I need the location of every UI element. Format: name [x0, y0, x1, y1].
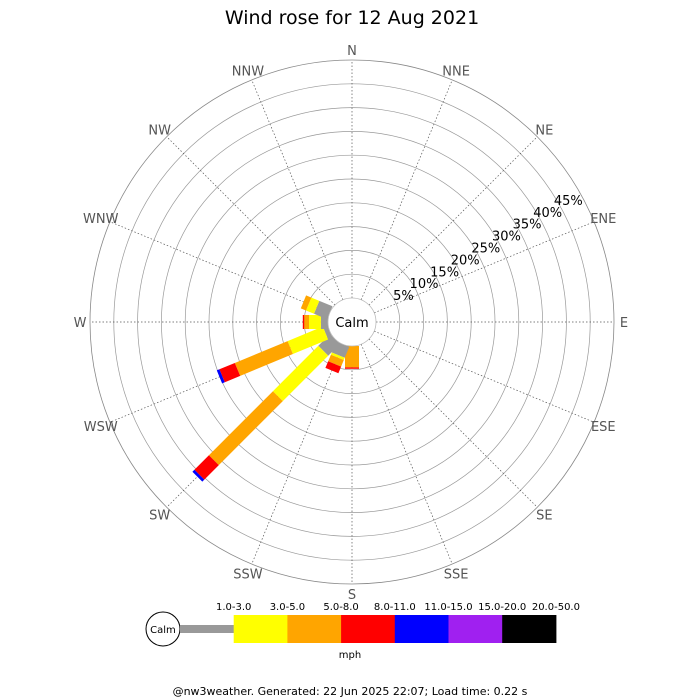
petal-s-bin-2 — [345, 346, 359, 368]
chart-title: Wind rose for 12 Aug 2021 — [225, 7, 479, 29]
direction-label-nne: NNE — [442, 65, 470, 80]
petal-s-bin-3 — [345, 367, 359, 369]
legend-swatch-1 — [233, 615, 288, 643]
petal-ssw-bin-3 — [325, 361, 342, 374]
legend-swatch-4 — [394, 615, 449, 643]
petal-wsw-bin-2 — [234, 341, 293, 376]
petal-w-bin-2 — [304, 315, 309, 329]
calm-circle: Calm — [327, 297, 377, 347]
footer-text: @nw3weather. Generated: 22 Jun 2025 22:0… — [173, 685, 528, 698]
petal-sw-bin-4 — [192, 469, 205, 482]
legend-calm-label: Calm — [150, 625, 176, 636]
ring-label-30: 30% — [492, 230, 521, 245]
petal-sw-bin-1 — [272, 345, 329, 402]
ring-label-20: 20% — [451, 253, 480, 268]
petal-wnw-bin-2 — [300, 295, 312, 311]
legend-range-5: 15.0-20.0 — [478, 602, 526, 613]
legend-swatch-2 — [287, 615, 342, 643]
direction-label-s: S — [348, 588, 356, 603]
legend-range-2: 5.0-8.0 — [323, 602, 358, 613]
ring-label-45: 45% — [554, 194, 583, 209]
direction-label-ese: ESE — [591, 420, 616, 435]
direction-label-wsw: WSW — [84, 420, 118, 435]
legend-range-1: 3.0-5.0 — [270, 602, 305, 613]
petal-wnw-bin-1 — [306, 297, 320, 314]
petal-ssw-bin-2 — [328, 354, 344, 367]
speed-legend: Calm 1.0-3.0 3.0-5.0 5.0-8.0 8.0-11.0 11.0-15… — [145, 602, 580, 661]
spoke-ssw — [251, 344, 344, 565]
legend-range-0: 1.0-3.0 — [216, 602, 251, 613]
radial-tick-labels: 5%10%15%20%25%30%35%40%45% — [393, 194, 583, 304]
direction-label-wnw: WNW — [83, 212, 119, 227]
ring-10 — [280, 250, 424, 394]
direction-label-nnw: NNW — [232, 65, 264, 80]
direction-label-sse: SSE — [444, 567, 469, 582]
ring-label-40: 40% — [533, 206, 562, 221]
direction-label-ne: NE — [535, 124, 553, 139]
ring-35 — [161, 131, 543, 513]
petal-wnw-bin-0 — [314, 300, 333, 320]
spoke-nw — [166, 136, 336, 306]
ring-label-35: 35% — [513, 218, 542, 233]
legend-range-4: 11.0-15.0 — [424, 602, 472, 613]
spoke-sse — [360, 344, 453, 565]
petal-sw-bin-3 — [194, 455, 219, 480]
spoke-nne — [360, 79, 453, 300]
petal-ssw-bin-1 — [330, 352, 345, 360]
spoke-ne — [368, 136, 538, 306]
petal-wsw-bin-4 — [216, 369, 225, 384]
calm-label: Calm — [335, 316, 368, 331]
legend-swatch-0 — [180, 625, 235, 633]
legend-unit: mph — [339, 650, 361, 661]
direction-labels: N NNE NE ENE E ESE SE SSE S SSW SW WSW W WNW NW NNW — [74, 44, 629, 603]
petal-wsw-bin-3 — [219, 363, 241, 383]
wind-petals — [192, 295, 359, 482]
ring-label-25: 25% — [471, 242, 500, 257]
petal-sw-bin-0 — [318, 334, 340, 356]
ring-label-15: 15% — [430, 265, 459, 280]
outer-ring — [89, 59, 615, 585]
ring-30 — [184, 154, 520, 490]
direction-label-ene: ENE — [590, 212, 616, 227]
ring-label-10: 10% — [410, 277, 439, 292]
ring-label-5: 5% — [393, 289, 414, 304]
legend-range-3: 8.0-11.0 — [374, 602, 416, 613]
legend-swatch-3 — [341, 615, 396, 643]
spoke-wnw — [109, 221, 330, 314]
direction-label-w: W — [74, 316, 87, 331]
spoke-ene — [374, 221, 595, 314]
direction-label-se: SE — [536, 508, 552, 523]
petal-sw-bin-2 — [208, 391, 283, 466]
spoke-nnw — [251, 79, 344, 300]
legend-swatch-5 — [448, 615, 503, 643]
direction-label-nw: NW — [148, 124, 171, 139]
direction-label-sw: SW — [149, 508, 170, 523]
direction-label-n: N — [347, 44, 357, 59]
legend-range-6: 20.0-50.0 — [532, 602, 580, 613]
spoke-se — [368, 338, 538, 508]
spoke-ese — [374, 330, 595, 423]
petal-wsw-bin-1 — [287, 326, 329, 354]
petal-w-bin-1 — [309, 315, 321, 329]
legend-swatch-6 — [502, 615, 557, 643]
direction-label-e: E — [620, 316, 628, 331]
direction-label-ssw: SSW — [233, 567, 263, 582]
petal-w-bin-3 — [302, 315, 305, 329]
